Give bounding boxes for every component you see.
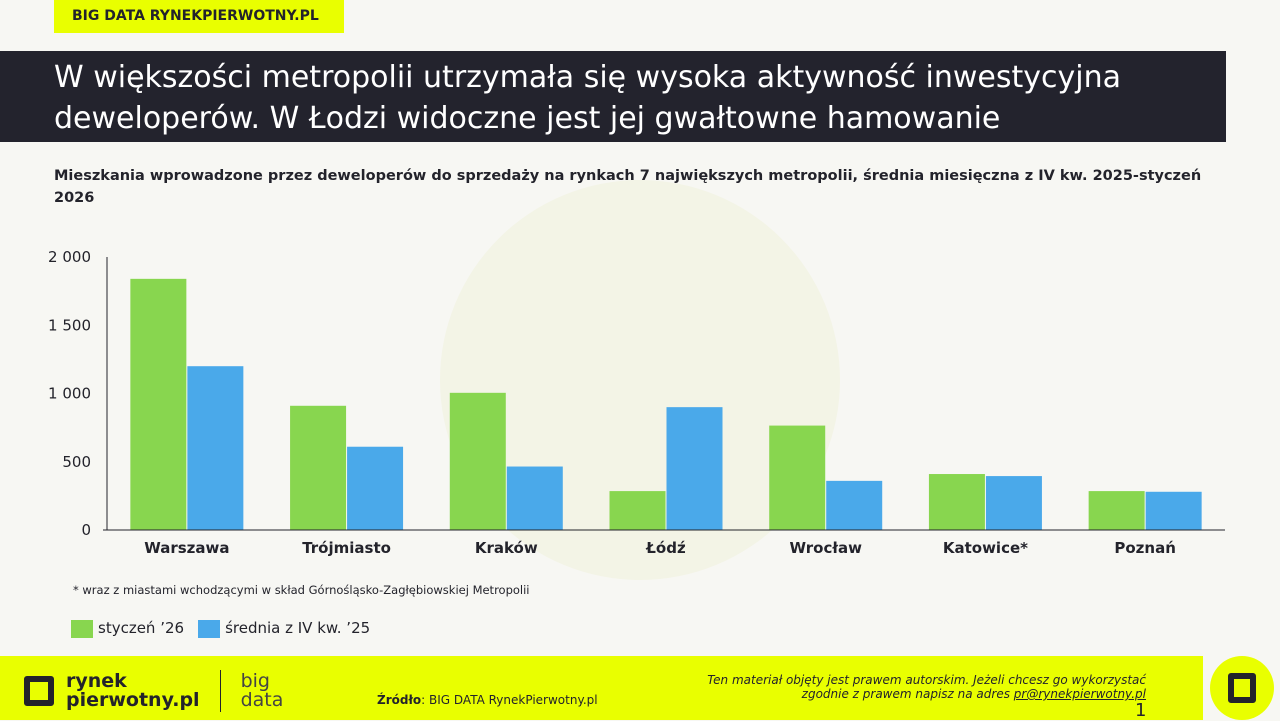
legend-swatch bbox=[198, 619, 221, 638]
x-tick-label: Trójmiasto bbox=[302, 539, 391, 557]
bar-jan bbox=[928, 474, 985, 530]
logo-text: pierwotny.pl bbox=[66, 689, 200, 711]
page-number: 1 bbox=[1135, 700, 1147, 721]
logo-square-icon bbox=[24, 676, 54, 706]
bar-q4 bbox=[506, 466, 563, 530]
source: Źródło: BIG DATA RynekPierwotny.pl bbox=[377, 693, 598, 707]
copy-line: zgodnie z prawem napisz na adres bbox=[801, 687, 1014, 701]
x-tick-label: Poznań bbox=[1114, 539, 1176, 557]
email-link[interactable]: pr@rynekpierwotny.pl bbox=[1013, 687, 1146, 701]
y-tick-label: 500 bbox=[62, 453, 91, 471]
legend-label: styczeń ’26 bbox=[98, 619, 185, 637]
bar-q4 bbox=[187, 366, 244, 530]
title-line-1: W większości metropolii utrzymała się wy… bbox=[54, 60, 1122, 95]
title-line-2: deweloperów. W Łodzi widoczne jest jej g… bbox=[54, 101, 1001, 136]
bar-q4 bbox=[985, 476, 1042, 530]
page-title: W większości metropolii utrzymała się wy… bbox=[0, 51, 1226, 142]
copyright-note: Ten materiał objęty jest prawem autorski… bbox=[707, 673, 1146, 701]
bar-jan bbox=[449, 392, 506, 530]
footer: rynek pierwotny.pl big data Źródło: BIG DA… bbox=[0, 656, 1203, 721]
logo-text: data bbox=[240, 689, 284, 711]
legend-item-jan: styczeń ’26 bbox=[71, 619, 184, 638]
divider bbox=[219, 670, 221, 712]
bar-chart: 0 500 1 000 1 500 2 000 Warszawa Trójmiasto Kra… bbox=[48, 248, 1225, 557]
bar-jan bbox=[130, 278, 187, 530]
x-tick-label: Katowice* bbox=[943, 539, 1028, 557]
bar-jan bbox=[769, 425, 826, 530]
bar-q4 bbox=[826, 480, 883, 530]
legend-swatch bbox=[71, 619, 93, 638]
source-text: : BIG DATA RynekPierwotny.pl bbox=[421, 693, 598, 707]
bar-jan bbox=[609, 491, 666, 530]
bar-q4 bbox=[347, 446, 404, 530]
copy-line: Ten materiał objęty jest prawem autorski… bbox=[707, 673, 1146, 687]
logo-text: rynek bbox=[66, 670, 127, 692]
legend-label: średnia z IV kw. ’25 bbox=[225, 619, 371, 637]
legend-item-q4: średnia z IV kw. ’25 bbox=[198, 619, 370, 638]
y-tick-label: 0 bbox=[81, 521, 91, 539]
y-tick-label: 1 000 bbox=[48, 385, 91, 403]
bar-q4 bbox=[666, 407, 723, 530]
source-label: Źródło bbox=[377, 693, 422, 707]
x-tick-label: Wrocław bbox=[790, 539, 863, 557]
logo-circle-icon bbox=[1210, 656, 1274, 720]
logo-text: big bbox=[240, 670, 270, 692]
x-tick-label: Kraków bbox=[475, 539, 538, 557]
bar-q4 bbox=[1145, 491, 1202, 530]
bar-jan bbox=[1088, 491, 1145, 530]
brand-tag: BIG DATA RYNEKPIERWOTNY.PL bbox=[54, 0, 344, 33]
logo: rynek pierwotny.pl big data bbox=[24, 670, 283, 712]
footnote: * wraz z miastami wchodzącymi w skład Gó… bbox=[73, 583, 530, 597]
bar-jan bbox=[290, 405, 347, 530]
x-tick-label: Łódź bbox=[645, 539, 686, 557]
y-tick-label: 1 500 bbox=[48, 316, 91, 334]
y-tick-label: 2 000 bbox=[48, 248, 91, 266]
chart-title: Mieszkania wprowadzone przez deweloperów… bbox=[54, 168, 1202, 206]
x-tick-label: Warszawa bbox=[144, 539, 229, 557]
legend: styczeń ’26 średnia z IV kw. ’25 bbox=[71, 619, 370, 638]
